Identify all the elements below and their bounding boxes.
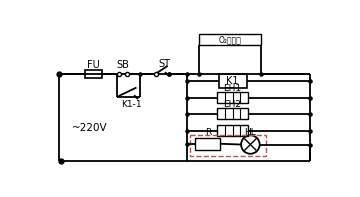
Bar xyxy=(195,138,220,150)
Bar xyxy=(217,108,248,119)
Text: ~220V: ~220V xyxy=(72,123,108,133)
Text: K1-1: K1-1 xyxy=(121,100,142,109)
Text: HL: HL xyxy=(244,128,256,138)
Text: ST: ST xyxy=(158,59,170,70)
Bar xyxy=(85,70,102,78)
Text: EH1: EH1 xyxy=(224,84,242,93)
Bar xyxy=(217,125,248,136)
Text: SB: SB xyxy=(117,60,130,70)
Text: R: R xyxy=(204,128,211,138)
Bar xyxy=(219,74,247,87)
Text: K1: K1 xyxy=(226,76,239,86)
Text: EH2: EH2 xyxy=(224,100,242,109)
Bar xyxy=(199,34,261,45)
Text: FU: FU xyxy=(87,60,100,70)
Text: O₂保温器: O₂保温器 xyxy=(219,35,242,44)
Bar xyxy=(217,92,248,103)
Bar xyxy=(190,135,266,156)
